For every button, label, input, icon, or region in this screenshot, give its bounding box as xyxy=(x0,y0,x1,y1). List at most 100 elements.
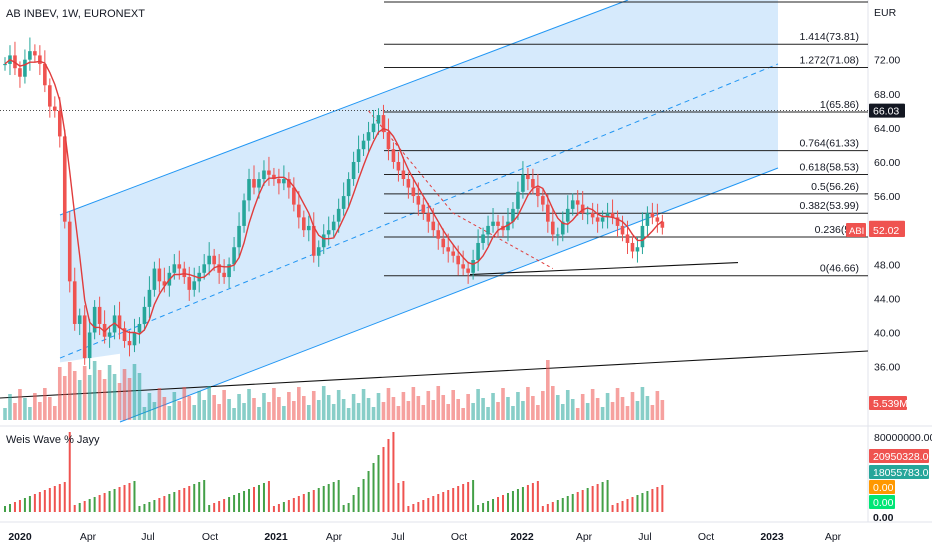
candle-body xyxy=(127,341,132,346)
candle-body xyxy=(421,204,426,214)
weis-wave-bar xyxy=(253,487,255,512)
volume-bar xyxy=(287,392,291,420)
weis-wave-bar xyxy=(113,489,116,512)
price-axis-tick: 44.00 xyxy=(874,293,900,305)
volume-bar xyxy=(306,405,311,420)
volume-bar xyxy=(117,383,122,420)
weis-wave-bar xyxy=(556,500,559,512)
weis-wave-bar xyxy=(123,485,126,512)
candle-body xyxy=(655,217,660,222)
weis-wave-bar xyxy=(43,490,46,512)
candle-body xyxy=(132,332,137,346)
volume-bar xyxy=(252,398,256,420)
weis-wave-bar xyxy=(581,490,584,512)
volume-bar xyxy=(416,396,421,420)
time-axis-label: Apr xyxy=(80,531,97,543)
weis-wave-bar xyxy=(28,496,31,512)
volume-bar xyxy=(376,393,381,420)
weis-wave-bar xyxy=(536,481,539,512)
weis-wave-bar xyxy=(277,504,280,512)
candle-body xyxy=(600,217,605,222)
wave-axis-top-label: 80000000.00 xyxy=(874,432,932,444)
candle-body xyxy=(152,268,157,290)
candle-body xyxy=(192,281,197,290)
weis-wave-bar xyxy=(372,463,375,512)
volume-bar xyxy=(247,389,251,420)
weis-wave-bar xyxy=(193,484,196,512)
volume-bar xyxy=(541,391,545,420)
wave-badge-box xyxy=(869,480,895,494)
candle-body xyxy=(53,106,57,111)
volume-bar xyxy=(351,394,356,420)
volume-bar xyxy=(371,407,376,420)
volume-bar xyxy=(222,390,226,420)
weis-wave-bar xyxy=(138,506,141,512)
volume-bar xyxy=(441,395,446,420)
volume-bar xyxy=(590,389,595,420)
weis-wave-bar xyxy=(188,486,191,512)
weis-wave-bar xyxy=(442,492,445,512)
candle-body xyxy=(351,161,356,180)
volume-bar xyxy=(302,396,306,420)
weis-wave-bar xyxy=(362,479,365,512)
candle-body xyxy=(3,63,7,66)
wave-badge-box xyxy=(869,449,929,463)
weis-wave-bar xyxy=(128,483,131,512)
volume-bar xyxy=(147,393,152,420)
candle-body xyxy=(23,59,27,77)
weis-wave-bar xyxy=(233,495,236,512)
candle-body xyxy=(77,315,82,324)
volume-bar xyxy=(132,364,137,420)
volume-bar xyxy=(28,407,32,420)
volume-bar xyxy=(92,361,97,420)
volume-bar xyxy=(227,399,231,420)
candle-body xyxy=(117,315,122,329)
candle-body xyxy=(386,132,391,150)
candle-body xyxy=(560,221,565,235)
weis-wave-bar xyxy=(432,496,435,512)
candle-body xyxy=(436,230,441,239)
candle-body xyxy=(28,51,32,60)
volume-bar xyxy=(152,402,157,420)
candle-body xyxy=(481,234,485,243)
weis-wave-bar xyxy=(332,482,335,512)
weis-wave-bar xyxy=(158,498,161,512)
weis-wave-bar xyxy=(611,505,614,512)
candle-body xyxy=(57,110,62,137)
candle-body xyxy=(292,187,296,205)
candle-body xyxy=(541,196,545,205)
weis-wave-bar xyxy=(18,500,21,512)
weis-wave-bar xyxy=(457,486,460,512)
weis-wave-bar xyxy=(467,482,470,512)
candle-body xyxy=(456,255,460,265)
wave-axis-bottom-label: 0.00 xyxy=(873,512,894,524)
weis-wave-bar xyxy=(561,498,564,512)
volume-bar xyxy=(620,397,625,420)
candle-body xyxy=(521,174,525,192)
volume-bar xyxy=(316,400,321,420)
weis-wave-bar xyxy=(392,432,395,512)
candle-body xyxy=(536,187,540,197)
candle-body xyxy=(416,196,421,205)
price-badge-box xyxy=(869,223,905,238)
weis-wave-bar xyxy=(541,506,544,512)
weis-wave-bar xyxy=(307,492,310,512)
volume-bar xyxy=(62,376,67,420)
volume-bar xyxy=(396,406,401,420)
candle-body xyxy=(371,123,376,133)
volume-bar xyxy=(546,360,550,420)
time-axis-label: 2020 xyxy=(8,531,32,543)
price-axis: EUR72.0068.0064.0060.0056.0052.0048.0044… xyxy=(874,7,900,408)
volume-bar xyxy=(277,397,281,420)
candle-body xyxy=(585,213,590,215)
candle-body xyxy=(72,281,77,324)
ticker-tag-text: ABI xyxy=(849,226,864,237)
weis-wave-bar xyxy=(387,439,390,512)
weis-wave-bar xyxy=(287,500,290,512)
candle-body xyxy=(217,264,221,273)
volume-bar xyxy=(23,398,27,420)
volume-bar xyxy=(33,393,37,420)
weis-wave-bar xyxy=(412,504,415,512)
price-axis-tick: 48.00 xyxy=(874,259,900,271)
